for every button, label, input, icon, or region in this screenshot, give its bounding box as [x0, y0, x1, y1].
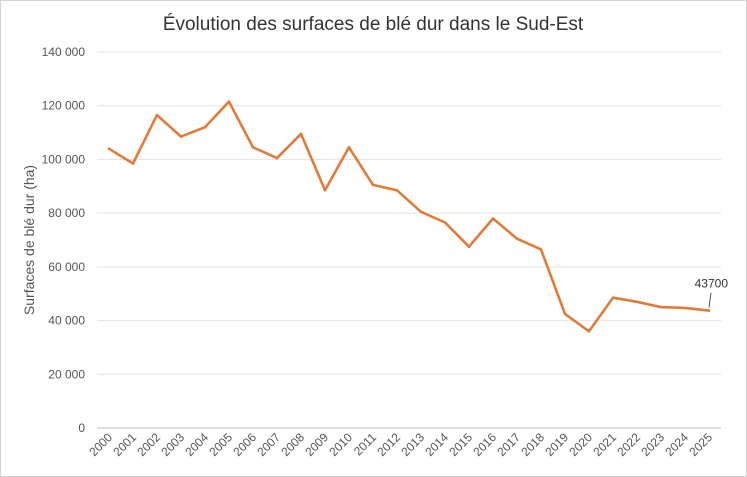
y-tick-label: 140 000 [42, 45, 86, 59]
x-tick-label: 2014 [422, 430, 451, 459]
x-tick-label: 2024 [662, 430, 691, 459]
x-tick-label: 2007 [254, 430, 283, 459]
data-point [563, 312, 567, 316]
series-layer [107, 100, 711, 333]
annotation-leader [708, 292, 712, 308]
data-label: 43700 [695, 277, 729, 291]
y-tick-label: 120 000 [42, 99, 86, 113]
data-point [275, 156, 279, 160]
x-tick-label: 2020 [566, 430, 595, 459]
data-point [443, 221, 447, 224]
x-tick-label: 2011 [351, 430, 379, 458]
data-point [515, 237, 519, 240]
data-point [707, 309, 711, 312]
y-tick-labels: 0 20 000 40 000 60 000 80 000 100 000 120 000 1… [42, 45, 86, 435]
x-tick-label: 2010 [326, 430, 355, 459]
data-point [179, 135, 183, 138]
data-point [371, 183, 375, 187]
x-tick-label: 2009 [302, 430, 331, 459]
y-tick-label: 100 000 [42, 152, 86, 166]
data-point [131, 162, 135, 165]
data-point [611, 296, 615, 300]
data-point [251, 146, 255, 149]
x-tick-label: 2016 [470, 430, 499, 459]
x-tick-label: 2004 [182, 430, 211, 459]
data-point [683, 306, 687, 310]
data-point [395, 189, 399, 192]
y-tick-label: 0 [78, 421, 85, 435]
data-point [539, 248, 543, 251]
x-tick-label: 2018 [518, 430, 547, 459]
x-tick-label: 2019 [542, 430, 571, 459]
x-tick-label: 2001 [110, 430, 139, 459]
gridlines [97, 51, 721, 429]
y-axis-label: Surfaces de blé dur (ha) [21, 165, 37, 315]
y-tick-label: 40 000 [48, 314, 85, 328]
x-tick-label: 2023 [638, 430, 667, 459]
data-point [155, 113, 159, 117]
data-point [323, 189, 327, 192]
data-point [491, 217, 495, 220]
x-tick-label: 2017 [494, 430, 523, 459]
x-tick-label: 2002 [134, 430, 163, 459]
y-tick-label: 80 000 [48, 206, 85, 220]
chart-title: Évolution des surfaces de blé dur dans l… [163, 14, 584, 35]
data-point [347, 146, 351, 149]
data-point [587, 330, 591, 333]
data-point [107, 147, 111, 150]
x-tick-label: 2005 [206, 430, 235, 459]
x-tick-label: 2013 [398, 430, 427, 459]
y-tick-label: 20 000 [48, 367, 85, 381]
x-tick-labels: 2000200120022003200420052006200720082009… [86, 430, 715, 459]
data-point [635, 300, 639, 304]
x-tick-label: 2000 [86, 430, 115, 459]
x-tick-label: 2022 [614, 430, 643, 459]
x-tick-label: 2003 [158, 430, 187, 459]
annotations: 43700 [695, 277, 729, 308]
data-point [467, 245, 471, 249]
data-point [203, 125, 207, 129]
x-tick-label: 2015 [446, 430, 475, 459]
data-point [419, 210, 423, 214]
x-tick-label: 2012 [374, 430, 403, 459]
data-point [299, 132, 303, 136]
x-tick-label: 2025 [686, 430, 715, 459]
data-point [227, 100, 231, 103]
x-tick-label: 2008 [278, 430, 307, 459]
y-tick-label: 60 000 [48, 260, 85, 274]
x-tick-label: 2006 [230, 430, 259, 459]
data-point [659, 305, 663, 309]
x-tick-label: 2021 [590, 430, 619, 459]
series-line [107, 100, 711, 333]
